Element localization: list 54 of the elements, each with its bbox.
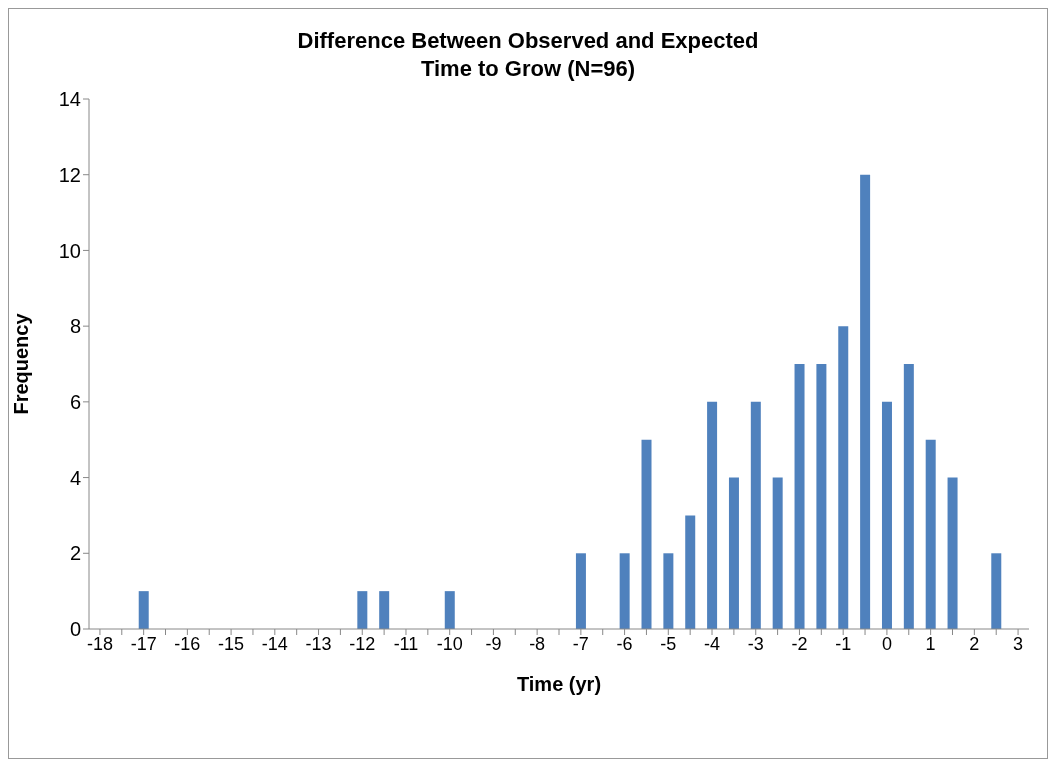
bar <box>357 591 368 629</box>
x-tick-label: -12 <box>349 633 376 654</box>
bar <box>991 553 1002 629</box>
x-tick-label: -5 <box>660 633 677 654</box>
x-tick-label: -4 <box>704 633 721 654</box>
bar <box>641 439 652 629</box>
bar <box>138 591 149 629</box>
bar <box>925 439 936 629</box>
x-tick-label: -9 <box>485 633 502 654</box>
bar <box>707 401 718 629</box>
bar <box>772 477 783 629</box>
x-tick-label: -17 <box>130 633 157 654</box>
bar <box>838 326 849 629</box>
x-tick-label: -8 <box>529 633 546 654</box>
x-tick-label: -3 <box>747 633 764 654</box>
y-tick-label: 6 <box>69 390 81 413</box>
chart-title: Difference Between Observed and Expected Time to Grow (N=96) <box>296 27 760 83</box>
bar <box>881 401 892 629</box>
x-tick-label: -6 <box>616 633 633 654</box>
bar <box>444 591 455 629</box>
bar <box>903 364 914 629</box>
bar <box>794 364 805 629</box>
x-tick-label: -14 <box>261 633 288 654</box>
bar <box>575 553 586 629</box>
bar <box>685 515 696 629</box>
bar <box>663 553 674 629</box>
x-tick-label: -13 <box>305 633 332 654</box>
x-tick-label: -1 <box>835 633 852 654</box>
x-tick-label: 0 <box>881 633 892 654</box>
bar <box>379 591 390 629</box>
bar <box>816 364 827 629</box>
bar <box>947 477 958 629</box>
y-tick-label: 2 <box>69 542 81 565</box>
x-tick-label: -11 <box>393 633 419 654</box>
x-axis-title: Time (yr) <box>516 673 602 695</box>
bar <box>750 401 761 629</box>
x-tick-label: -18 <box>86 633 113 654</box>
bar <box>619 553 630 629</box>
x-tick-label: -2 <box>791 633 808 654</box>
y-axis-title: Frequency <box>10 312 33 415</box>
y-tick-label: 14 <box>58 88 81 111</box>
x-tick-label: -15 <box>218 633 245 654</box>
y-tick-label: 12 <box>58 163 81 186</box>
y-tick-label: 4 <box>69 466 81 489</box>
x-tick-label: 1 <box>925 633 936 654</box>
y-tick-label: 10 <box>58 239 81 262</box>
bar <box>728 477 739 629</box>
bar <box>860 174 871 629</box>
x-tick-label: -16 <box>174 633 201 654</box>
y-tick-label: 8 <box>69 315 81 338</box>
x-tick-label: 3 <box>1013 633 1024 654</box>
x-tick-label: -10 <box>436 633 463 654</box>
x-tick-label: -7 <box>572 633 589 654</box>
x-tick-label: 2 <box>969 633 980 654</box>
